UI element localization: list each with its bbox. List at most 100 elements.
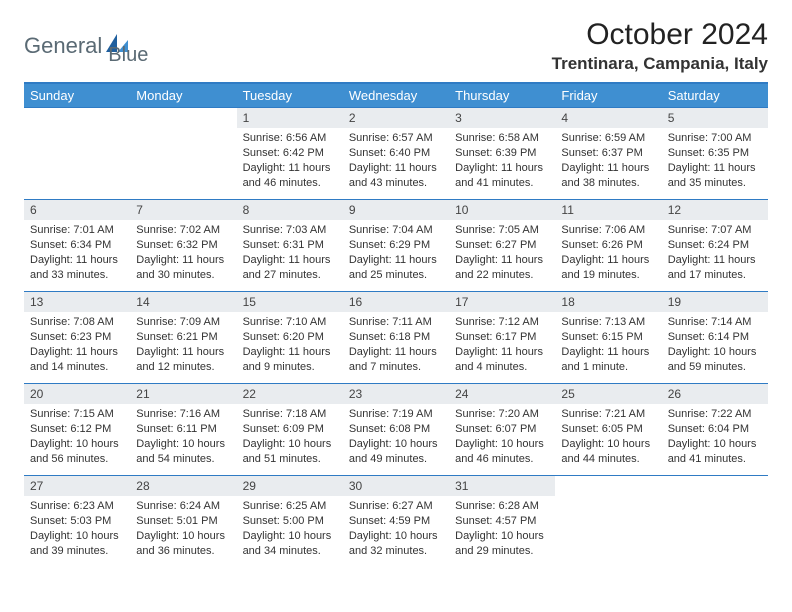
day-number: 4 — [555, 108, 661, 128]
sunrise-text: Sunrise: 7:10 AM — [243, 315, 337, 330]
day-number — [662, 476, 768, 482]
calendar-day-cell — [24, 108, 130, 200]
sunrise-text: Sunrise: 6:56 AM — [243, 131, 337, 146]
daylight-text: Daylight: 11 hours and 38 minutes. — [561, 161, 655, 191]
daylight-text: Daylight: 11 hours and 27 minutes. — [243, 253, 337, 283]
day-info: Sunrise: 7:22 AMSunset: 6:04 PMDaylight:… — [662, 404, 768, 472]
day-number: 27 — [24, 476, 130, 496]
daylight-text: Daylight: 10 hours and 49 minutes. — [349, 437, 443, 467]
day-info: Sunrise: 7:11 AMSunset: 6:18 PMDaylight:… — [343, 312, 449, 380]
daylight-text: Daylight: 11 hours and 43 minutes. — [349, 161, 443, 191]
daylight-text: Daylight: 11 hours and 46 minutes. — [243, 161, 337, 191]
sunrise-text: Sunrise: 7:06 AM — [561, 223, 655, 238]
daylight-text: Daylight: 10 hours and 59 minutes. — [668, 345, 762, 375]
day-info: Sunrise: 7:07 AMSunset: 6:24 PMDaylight:… — [662, 220, 768, 288]
day-info: Sunrise: 6:23 AMSunset: 5:03 PMDaylight:… — [24, 496, 130, 564]
sunset-text: Sunset: 6:17 PM — [455, 330, 549, 345]
sunrise-text: Sunrise: 6:23 AM — [30, 499, 124, 514]
calendar-day-cell: 31Sunrise: 6:28 AMSunset: 4:57 PMDayligh… — [449, 476, 555, 568]
day-info: Sunrise: 7:10 AMSunset: 6:20 PMDaylight:… — [237, 312, 343, 380]
daylight-text: Daylight: 11 hours and 35 minutes. — [668, 161, 762, 191]
day-number: 6 — [24, 200, 130, 220]
sunset-text: Sunset: 6:24 PM — [668, 238, 762, 253]
calendar-week-row: 1Sunrise: 6:56 AMSunset: 6:42 PMDaylight… — [24, 108, 768, 200]
day-number: 22 — [237, 384, 343, 404]
calendar-day-cell: 27Sunrise: 6:23 AMSunset: 5:03 PMDayligh… — [24, 476, 130, 568]
location-label: Trentinara, Campania, Italy — [552, 54, 768, 74]
day-number: 11 — [555, 200, 661, 220]
day-number: 18 — [555, 292, 661, 312]
day-number: 13 — [24, 292, 130, 312]
day-number — [130, 108, 236, 114]
calendar-day-cell: 4Sunrise: 6:59 AMSunset: 6:37 PMDaylight… — [555, 108, 661, 200]
day-number: 9 — [343, 200, 449, 220]
sunrise-text: Sunrise: 6:25 AM — [243, 499, 337, 514]
sunrise-text: Sunrise: 7:02 AM — [136, 223, 230, 238]
sunrise-text: Sunrise: 7:18 AM — [243, 407, 337, 422]
sunrise-text: Sunrise: 6:57 AM — [349, 131, 443, 146]
calendar-day-cell: 9Sunrise: 7:04 AMSunset: 6:29 PMDaylight… — [343, 200, 449, 292]
day-number: 3 — [449, 108, 555, 128]
sunset-text: Sunset: 6:42 PM — [243, 146, 337, 161]
day-info: Sunrise: 6:24 AMSunset: 5:01 PMDaylight:… — [130, 496, 236, 564]
daylight-text: Daylight: 11 hours and 30 minutes. — [136, 253, 230, 283]
calendar-day-cell: 28Sunrise: 6:24 AMSunset: 5:01 PMDayligh… — [130, 476, 236, 568]
day-number: 17 — [449, 292, 555, 312]
daylight-text: Daylight: 10 hours and 44 minutes. — [561, 437, 655, 467]
day-number: 25 — [555, 384, 661, 404]
calendar-day-cell: 23Sunrise: 7:19 AMSunset: 6:08 PMDayligh… — [343, 384, 449, 476]
sunset-text: Sunset: 6:39 PM — [455, 146, 549, 161]
sunset-text: Sunset: 4:59 PM — [349, 514, 443, 529]
day-number: 16 — [343, 292, 449, 312]
day-number: 30 — [343, 476, 449, 496]
day-info: Sunrise: 7:20 AMSunset: 6:07 PMDaylight:… — [449, 404, 555, 472]
sunrise-text: Sunrise: 7:01 AM — [30, 223, 124, 238]
sunrise-text: Sunrise: 7:19 AM — [349, 407, 443, 422]
sunrise-text: Sunrise: 6:28 AM — [455, 499, 549, 514]
sunrise-text: Sunrise: 7:11 AM — [349, 315, 443, 330]
calendar-day-cell: 25Sunrise: 7:21 AMSunset: 6:05 PMDayligh… — [555, 384, 661, 476]
calendar-week-row: 27Sunrise: 6:23 AMSunset: 5:03 PMDayligh… — [24, 476, 768, 568]
calendar-day-cell: 26Sunrise: 7:22 AMSunset: 6:04 PMDayligh… — [662, 384, 768, 476]
daylight-text: Daylight: 11 hours and 25 minutes. — [349, 253, 443, 283]
sunrise-text: Sunrise: 7:03 AM — [243, 223, 337, 238]
sunrise-text: Sunrise: 7:16 AM — [136, 407, 230, 422]
day-number: 29 — [237, 476, 343, 496]
sunrise-text: Sunrise: 6:59 AM — [561, 131, 655, 146]
sunset-text: Sunset: 6:26 PM — [561, 238, 655, 253]
sunrise-text: Sunrise: 7:00 AM — [668, 131, 762, 146]
day-number: 15 — [237, 292, 343, 312]
sunrise-text: Sunrise: 6:27 AM — [349, 499, 443, 514]
daylight-text: Daylight: 11 hours and 33 minutes. — [30, 253, 124, 283]
calendar-day-cell: 13Sunrise: 7:08 AMSunset: 6:23 PMDayligh… — [24, 292, 130, 384]
calendar-day-cell: 5Sunrise: 7:00 AMSunset: 6:35 PMDaylight… — [662, 108, 768, 200]
calendar-day-cell: 22Sunrise: 7:18 AMSunset: 6:09 PMDayligh… — [237, 384, 343, 476]
sunrise-text: Sunrise: 7:05 AM — [455, 223, 549, 238]
daylight-text: Daylight: 10 hours and 56 minutes. — [30, 437, 124, 467]
day-info: Sunrise: 7:12 AMSunset: 6:17 PMDaylight:… — [449, 312, 555, 380]
sunset-text: Sunset: 6:31 PM — [243, 238, 337, 253]
daylight-text: Daylight: 11 hours and 41 minutes. — [455, 161, 549, 191]
calendar-day-cell: 6Sunrise: 7:01 AMSunset: 6:34 PMDaylight… — [24, 200, 130, 292]
sunset-text: Sunset: 6:12 PM — [30, 422, 124, 437]
day-info: Sunrise: 7:00 AMSunset: 6:35 PMDaylight:… — [662, 128, 768, 196]
daylight-text: Daylight: 10 hours and 54 minutes. — [136, 437, 230, 467]
calendar-day-cell: 15Sunrise: 7:10 AMSunset: 6:20 PMDayligh… — [237, 292, 343, 384]
day-info: Sunrise: 6:28 AMSunset: 4:57 PMDaylight:… — [449, 496, 555, 564]
sunset-text: Sunset: 6:23 PM — [30, 330, 124, 345]
sunset-text: Sunset: 6:09 PM — [243, 422, 337, 437]
daylight-text: Daylight: 10 hours and 34 minutes. — [243, 529, 337, 559]
day-info: Sunrise: 7:06 AMSunset: 6:26 PMDaylight:… — [555, 220, 661, 288]
sunrise-text: Sunrise: 7:14 AM — [668, 315, 762, 330]
calendar-day-cell: 10Sunrise: 7:05 AMSunset: 6:27 PMDayligh… — [449, 200, 555, 292]
day-info: Sunrise: 6:25 AMSunset: 5:00 PMDaylight:… — [237, 496, 343, 564]
sunset-text: Sunset: 6:07 PM — [455, 422, 549, 437]
daylight-text: Daylight: 11 hours and 17 minutes. — [668, 253, 762, 283]
day-info: Sunrise: 7:05 AMSunset: 6:27 PMDaylight:… — [449, 220, 555, 288]
brand-logo: General Blue — [24, 18, 148, 67]
calendar-day-cell: 12Sunrise: 7:07 AMSunset: 6:24 PMDayligh… — [662, 200, 768, 292]
day-info: Sunrise: 6:57 AMSunset: 6:40 PMDaylight:… — [343, 128, 449, 196]
day-info: Sunrise: 6:56 AMSunset: 6:42 PMDaylight:… — [237, 128, 343, 196]
day-info: Sunrise: 7:01 AMSunset: 6:34 PMDaylight:… — [24, 220, 130, 288]
sunset-text: Sunset: 6:11 PM — [136, 422, 230, 437]
